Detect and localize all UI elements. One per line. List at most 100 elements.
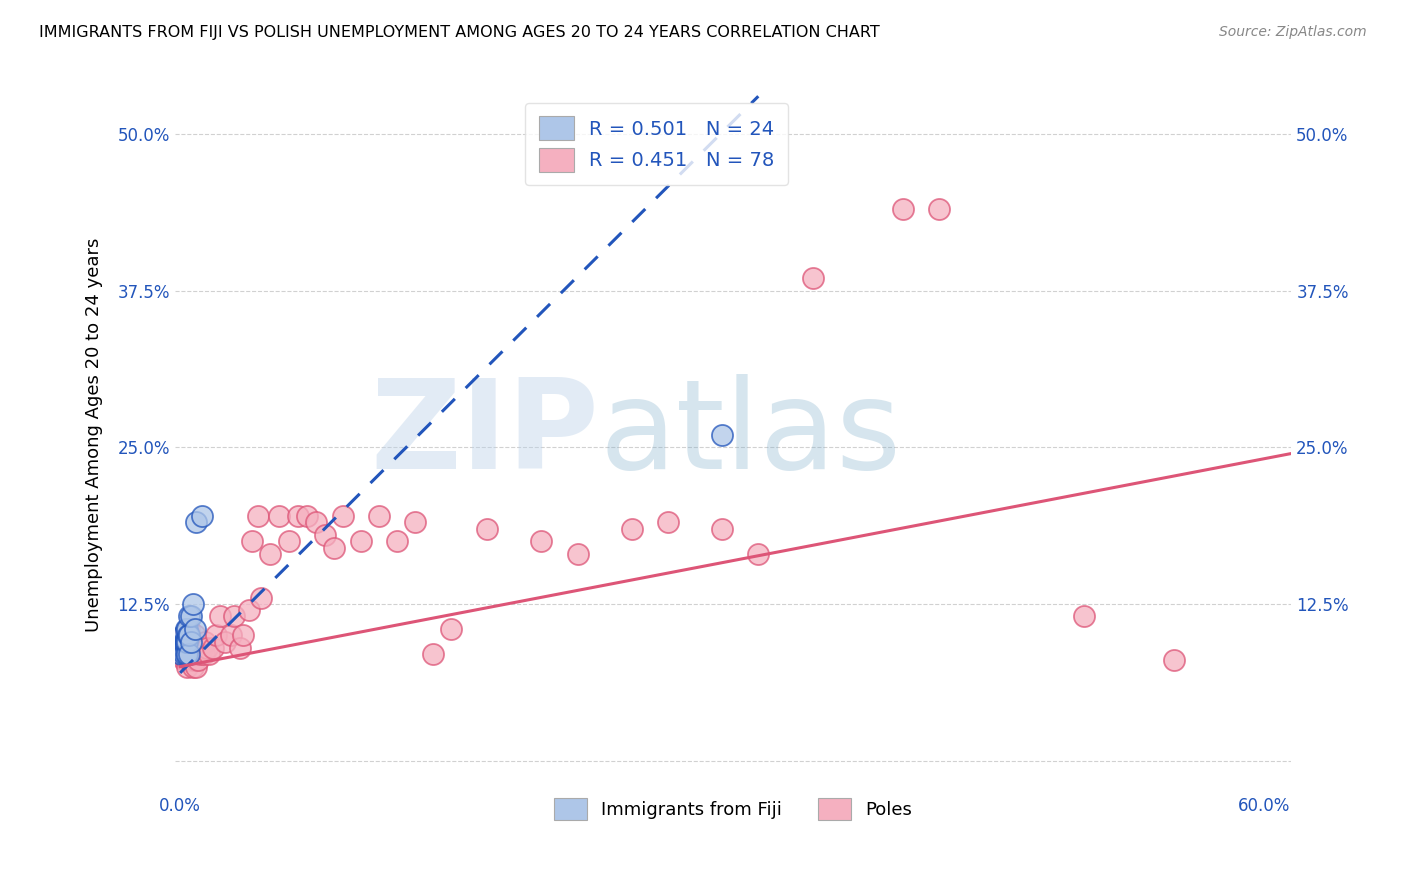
Point bbox=[179, 647, 201, 661]
Point bbox=[304, 516, 326, 530]
Point bbox=[181, 659, 204, 673]
Point bbox=[232, 628, 254, 642]
Point bbox=[194, 634, 217, 648]
Point bbox=[246, 509, 269, 524]
Point bbox=[332, 509, 354, 524]
Point bbox=[179, 628, 201, 642]
Point bbox=[179, 647, 201, 661]
Point bbox=[657, 516, 679, 530]
Point bbox=[176, 622, 198, 636]
Point bbox=[180, 609, 202, 624]
Point bbox=[173, 647, 195, 661]
Point bbox=[1073, 609, 1095, 624]
Point bbox=[180, 634, 202, 648]
Point bbox=[277, 534, 299, 549]
Point bbox=[198, 647, 221, 661]
Point bbox=[183, 628, 205, 642]
Point bbox=[747, 547, 769, 561]
Point bbox=[179, 609, 201, 624]
Point bbox=[174, 647, 197, 661]
Point bbox=[176, 628, 198, 642]
Point bbox=[422, 647, 444, 661]
Y-axis label: Unemployment Among Ages 20 to 24 years: Unemployment Among Ages 20 to 24 years bbox=[86, 237, 103, 632]
Point bbox=[174, 634, 197, 648]
Point bbox=[179, 653, 201, 667]
Point bbox=[173, 634, 195, 648]
Point bbox=[314, 528, 336, 542]
Point bbox=[186, 659, 208, 673]
Text: Source: ZipAtlas.com: Source: ZipAtlas.com bbox=[1219, 25, 1367, 39]
Point bbox=[367, 509, 389, 524]
Point bbox=[180, 647, 202, 661]
Point bbox=[440, 622, 463, 636]
Point bbox=[173, 634, 195, 648]
Point bbox=[174, 628, 197, 642]
Point bbox=[205, 628, 228, 642]
Point bbox=[240, 534, 263, 549]
Point bbox=[174, 653, 197, 667]
Point bbox=[186, 516, 208, 530]
Point bbox=[173, 647, 195, 661]
Point bbox=[170, 647, 193, 661]
Point bbox=[188, 647, 211, 661]
Point bbox=[567, 547, 589, 561]
Point bbox=[174, 647, 197, 661]
Point bbox=[711, 522, 734, 536]
Point bbox=[295, 509, 318, 524]
Point bbox=[477, 522, 499, 536]
Point bbox=[1163, 653, 1185, 667]
Point bbox=[385, 534, 408, 549]
Point bbox=[177, 628, 200, 642]
Point bbox=[620, 522, 643, 536]
Point bbox=[174, 634, 197, 648]
Point bbox=[259, 547, 281, 561]
Point bbox=[191, 640, 214, 655]
Point bbox=[891, 202, 914, 216]
Point bbox=[176, 647, 198, 661]
Point bbox=[928, 202, 950, 216]
Point bbox=[170, 647, 193, 661]
Point bbox=[219, 628, 242, 642]
Text: IMMIGRANTS FROM FIJI VS POLISH UNEMPLOYMENT AMONG AGES 20 TO 24 YEARS CORRELATIO: IMMIGRANTS FROM FIJI VS POLISH UNEMPLOYM… bbox=[39, 25, 880, 40]
Text: ZIP: ZIP bbox=[370, 375, 599, 495]
Point bbox=[191, 509, 214, 524]
Point bbox=[238, 603, 260, 617]
Point bbox=[172, 628, 194, 642]
Point bbox=[183, 647, 205, 661]
Point bbox=[181, 634, 204, 648]
Point bbox=[801, 271, 824, 285]
Point bbox=[180, 634, 202, 648]
Point bbox=[176, 634, 198, 648]
Point bbox=[224, 609, 246, 624]
Point bbox=[179, 634, 201, 648]
Point bbox=[711, 427, 734, 442]
Point bbox=[170, 647, 193, 661]
Point bbox=[404, 516, 426, 530]
Point bbox=[173, 640, 195, 655]
Point bbox=[170, 634, 193, 648]
Point bbox=[287, 509, 309, 524]
Point bbox=[187, 640, 209, 655]
Point bbox=[186, 640, 208, 655]
Point bbox=[173, 628, 195, 642]
Point bbox=[183, 622, 205, 636]
Point bbox=[176, 634, 198, 648]
Point bbox=[181, 597, 204, 611]
Point bbox=[229, 640, 252, 655]
Point bbox=[170, 634, 193, 648]
Point bbox=[176, 647, 198, 661]
Point bbox=[350, 534, 373, 549]
Point bbox=[187, 653, 209, 667]
Point bbox=[201, 640, 224, 655]
Point bbox=[214, 634, 236, 648]
Legend: Immigrants from Fiji, Poles: Immigrants from Fiji, Poles bbox=[540, 783, 927, 834]
Point bbox=[179, 622, 201, 636]
Point bbox=[195, 640, 218, 655]
Point bbox=[176, 659, 198, 673]
Point bbox=[193, 647, 215, 661]
Point bbox=[176, 634, 198, 648]
Point bbox=[174, 622, 197, 636]
Point bbox=[180, 653, 202, 667]
Point bbox=[208, 609, 231, 624]
Point bbox=[173, 653, 195, 667]
